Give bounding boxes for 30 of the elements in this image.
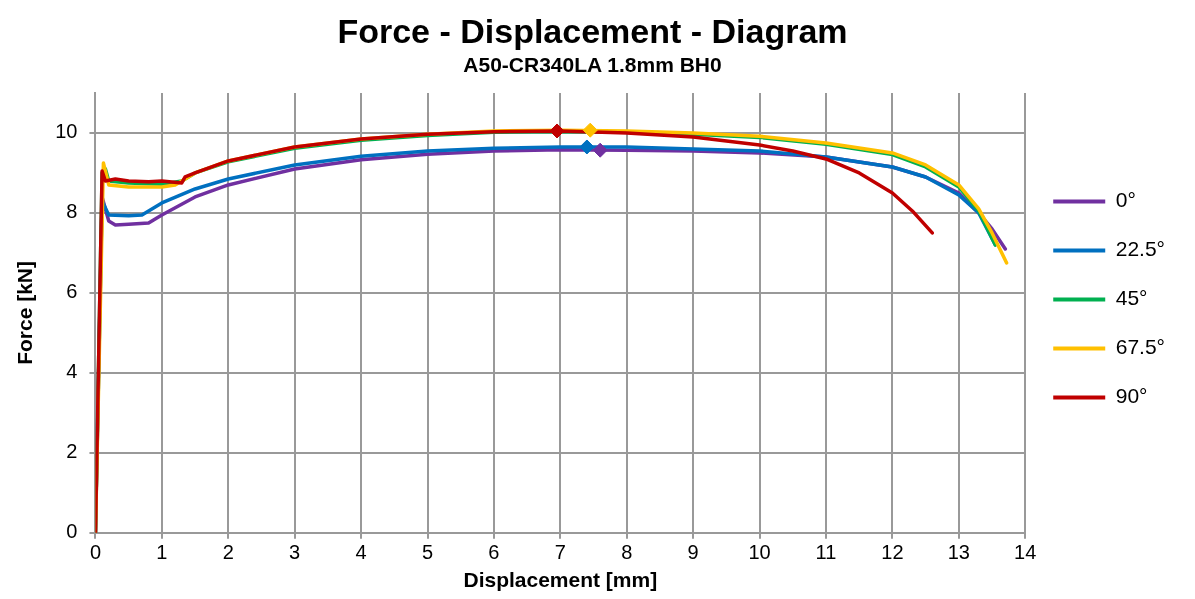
x-tick-label: 10 bbox=[748, 541, 771, 564]
legend-label: 90° bbox=[1115, 384, 1148, 408]
x-tick-label: 11 bbox=[815, 541, 837, 564]
x-tick-label: 8 bbox=[621, 541, 633, 564]
legend-label: 22.5° bbox=[1115, 237, 1166, 261]
legend-label: 0° bbox=[1115, 188, 1136, 212]
x-axis-title: Displacement [mm] bbox=[463, 568, 658, 592]
x-tick-label: 5 bbox=[421, 541, 434, 564]
x-tick-label: 7 bbox=[554, 541, 566, 564]
legend-label: 67.5° bbox=[1115, 335, 1166, 359]
legend-label: 45° bbox=[1115, 286, 1148, 310]
x-tick-label: 6 bbox=[488, 541, 500, 564]
y-tick-label: 2 bbox=[66, 440, 78, 463]
y-tick-label: 10 bbox=[55, 120, 78, 143]
y-axis-title: Force [kN] bbox=[13, 260, 37, 365]
y-tick-label: 8 bbox=[66, 200, 78, 223]
x-tick-label: 13 bbox=[947, 541, 970, 564]
x-tick-label: 4 bbox=[355, 541, 367, 564]
chart-title: Force - Displacement - Diagram bbox=[337, 11, 848, 50]
x-tick-label: 3 bbox=[289, 541, 301, 564]
y-tick-label: 6 bbox=[66, 280, 78, 303]
y-tick-label: 4 bbox=[66, 360, 78, 383]
x-tick-label: 12 bbox=[881, 541, 904, 564]
x-tick-label: 0 bbox=[89, 541, 102, 564]
y-tick-label: 0 bbox=[66, 520, 78, 543]
x-tick-label: 1 bbox=[156, 541, 168, 564]
x-tick-label: 2 bbox=[222, 541, 234, 564]
x-tick-label: 9 bbox=[687, 541, 699, 564]
x-tick-label: 14 bbox=[1014, 541, 1037, 564]
chart-subtitle: A50-CR340LA 1.8mm BH0 bbox=[463, 53, 722, 77]
